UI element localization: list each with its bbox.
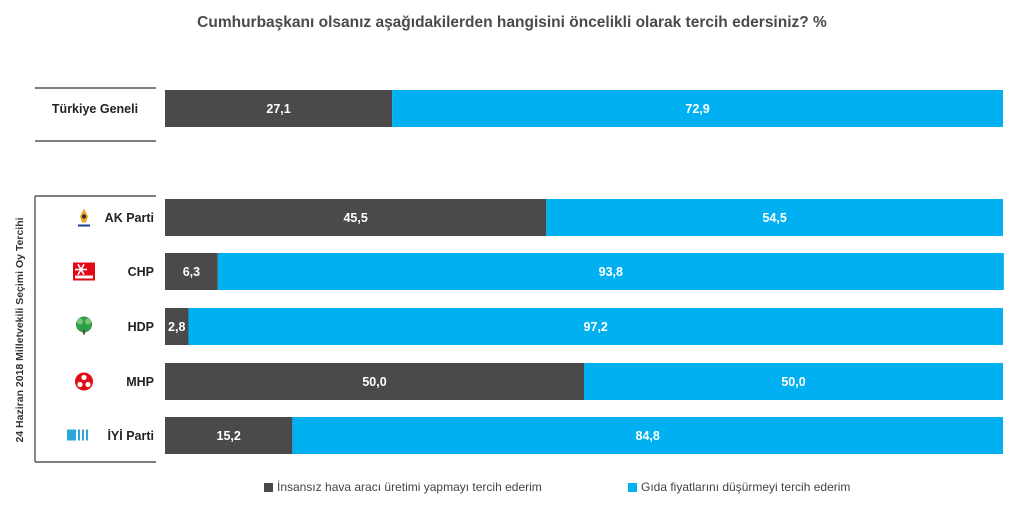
stacked-bar-chart: Türkiye Geneli AK Parti CHP HDP MHP İYİ Parti…	[14, 87, 1004, 463]
category-label: Türkiye Geneli	[52, 102, 138, 116]
legend-swatch-drone	[264, 482, 273, 492]
chart-title: Cumhurbaşkanı olsanız aşağıdakilerden ha…	[197, 14, 827, 31]
bar-drone	[165, 417, 293, 454]
chp-logo-icon	[73, 262, 95, 281]
legend-swatch-food	[628, 482, 637, 492]
bar-drone	[165, 253, 218, 290]
party-logos	[67, 208, 95, 441]
legend: İnsansız hava aracı üretimi yapmayı terc…	[0, 480, 1024, 500]
category-label: İYİ Parti	[107, 428, 154, 443]
data-label: 27,1	[266, 102, 290, 116]
data-label: 45,5	[343, 211, 367, 225]
data-label: 6,3	[183, 265, 200, 279]
bar-food	[546, 199, 1003, 236]
data-label: 50,0	[362, 375, 386, 389]
bar-food	[188, 308, 1004, 345]
akparti-logo-icon	[78, 208, 90, 227]
category-label: AK Parti	[105, 211, 154, 225]
legend-item-food: Gıda fiyatlarını düşürmeyi tercih ederim	[628, 480, 850, 494]
data-label: 93,8	[599, 265, 623, 279]
legend-label-food: Gıda fiyatlarını düşürmeyi tercih ederim	[641, 480, 851, 494]
bar-food	[392, 90, 1003, 127]
bar-food	[292, 417, 1004, 454]
bar-drone	[165, 90, 393, 127]
data-label: 84,8	[636, 429, 660, 443]
legend-label-drone: İnsansız hava aracı üretimi yapmayı terc…	[277, 480, 542, 494]
bar-food	[217, 253, 1004, 290]
bar-drone	[165, 308, 189, 345]
category-label: CHP	[128, 265, 154, 279]
data-label: 72,9	[685, 102, 709, 116]
iyi-logo-icon	[67, 429, 88, 441]
bar-drone	[165, 199, 547, 236]
category-label: HDP	[128, 320, 154, 334]
data-label: 2,8	[168, 320, 185, 334]
hdp-logo-icon	[76, 316, 92, 335]
bars: 27,1 72,9 45,5 54,5 6,3 93,8 2,8 97,2 50,0 50,0 15…	[165, 90, 1004, 454]
category-labels: Türkiye Geneli AK Parti CHP HDP MHP İYİ Parti	[52, 102, 154, 443]
data-label: 54,5	[762, 211, 786, 225]
data-label: 15,2	[217, 429, 241, 443]
bar-drone	[165, 363, 584, 400]
bar-food	[584, 363, 1003, 400]
mhp-logo-icon	[75, 372, 93, 391]
table-rules	[34, 87, 156, 463]
category-label: MHP	[126, 375, 154, 389]
data-label: 50,0	[781, 375, 805, 389]
data-label: 97,2	[584, 320, 608, 334]
legend-item-drone: İnsansız hava aracı üretimi yapmayı terc…	[264, 480, 542, 494]
group-label: 24 Haziran 2018 Milletvekili Seçimi Oy T…	[14, 217, 26, 442]
